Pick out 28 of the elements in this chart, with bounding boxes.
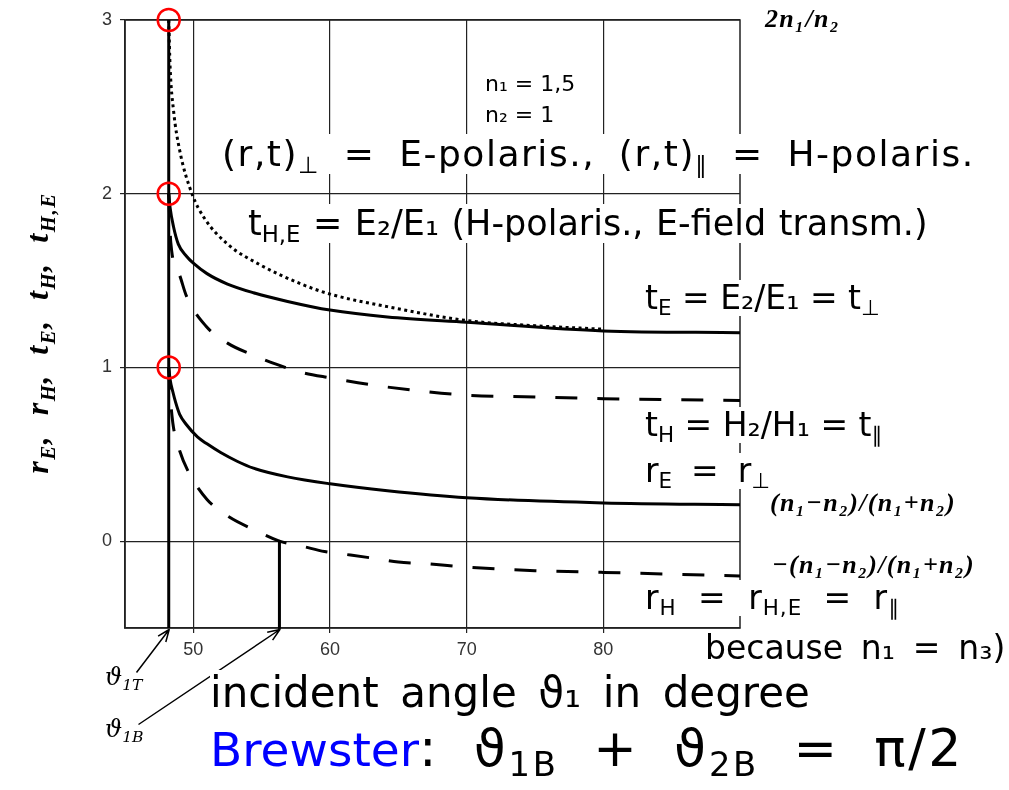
- point: [156, 7, 181, 33]
- text: (n₁−n₂)/(n₁+n₂): [770, 488, 957, 518]
- annotation: t$_{H,E}$ = E₂/E₁ (H-polaris., E-field transm.): [248, 203, 928, 247]
- annotation: t$_{H}$ = H₂/H₁ = t$_{∥}$: [645, 405, 883, 448]
- text: Brewster: [210, 722, 420, 777]
- x-tick-label: 60: [319, 638, 341, 659]
- annotation: because n₁ = n₃): [705, 628, 1006, 667]
- point: [156, 181, 181, 206]
- x-tick-label: 80: [593, 638, 614, 659]
- text: 2n₁/n₂: [765, 4, 841, 34]
- annotation: r$_{E}$ = r$_{⊥}$: [645, 451, 771, 494]
- y-tick-label: 3: [101, 8, 112, 29]
- annotation: ϑ$_{1B}$: [105, 715, 144, 746]
- x-tick-label: 50: [183, 638, 204, 659]
- x-axis-title: incident angle ϑ₁ in degree: [210, 668, 810, 717]
- annotation: t$_{E}$ = E₂/E₁ = t$_{⊥}$: [645, 278, 880, 321]
- y-tick-label: 2: [101, 182, 112, 203]
- annotation: ϑ$_{1T}$: [105, 663, 143, 694]
- annotation: n₂ = 1: [485, 102, 555, 128]
- x-tick-label: 70: [456, 638, 477, 659]
- annotation: r$_{H}$ = r$_{H,E}$ = r$_{∥}$: [645, 578, 900, 621]
- text: −(n₁−n₂)/(n₁+n₂): [772, 550, 976, 580]
- annotation: n₁ = 1,5: [485, 71, 576, 97]
- y-tick-label: 1: [101, 356, 112, 377]
- text: : ϑ$_{1B}$ + ϑ$_{2B}$ = π/2: [419, 718, 965, 785]
- annotation: (r,t)$_{⊥}$ = E-polaris., (r,t)$_{∥}$ = H-polaris.: [222, 133, 975, 180]
- y-tick-label: 0: [101, 530, 112, 551]
- point: [156, 355, 181, 380]
